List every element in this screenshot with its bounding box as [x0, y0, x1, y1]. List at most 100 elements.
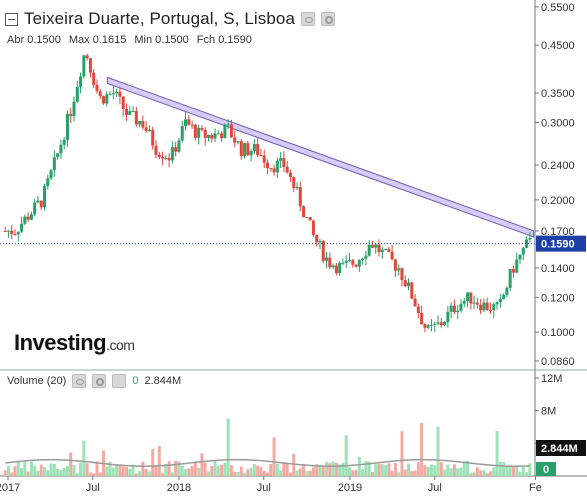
volume-visibility-icon[interactable] — [72, 374, 87, 388]
candle-body — [334, 265, 338, 274]
last-price-badge — [536, 235, 586, 252]
volume-bar — [72, 464, 76, 476]
volume-bar — [334, 462, 338, 476]
candle-body — [243, 143, 247, 156]
candle-body — [75, 86, 79, 102]
candle-body — [423, 324, 427, 328]
volume-tick-label: 12M — [541, 373, 562, 385]
candle-body — [288, 172, 292, 178]
candle-body — [282, 158, 286, 167]
volume-bar — [341, 462, 345, 476]
candle-body — [525, 239, 529, 248]
volume-bar — [121, 466, 125, 476]
volume-bar — [193, 461, 197, 476]
candle-body — [321, 240, 325, 261]
volume-bar — [482, 470, 486, 476]
investing-logo: Investing.com — [14, 330, 135, 355]
candle-body — [210, 135, 214, 139]
candle-body — [82, 55, 86, 77]
volume-bar — [472, 472, 476, 476]
collapse-icon[interactable] — [5, 12, 18, 26]
volume-bar — [446, 464, 450, 476]
volume-bar — [52, 463, 56, 476]
price-tick-label: 0.2400 — [541, 160, 575, 172]
volume-bar — [393, 462, 397, 476]
volume-bar — [305, 471, 309, 476]
candle-body — [341, 262, 345, 264]
price-tick-label: 0.3000 — [541, 117, 575, 129]
volume-bar — [210, 466, 214, 476]
volume-bar — [315, 464, 319, 476]
volume-bar — [82, 440, 86, 476]
candle-body — [187, 119, 191, 125]
candle-body — [144, 127, 148, 132]
last-ma-badge — [536, 462, 556, 476]
volume-bar — [187, 468, 191, 476]
candle-body — [410, 282, 414, 299]
candle-body — [69, 113, 73, 116]
candle-body — [134, 110, 138, 125]
candle-body — [239, 141, 243, 156]
candle-body — [49, 170, 53, 179]
candle-body — [413, 298, 417, 307]
volume-bar — [518, 471, 522, 476]
volume-bar — [39, 464, 43, 476]
volume-bar — [223, 462, 227, 476]
volume-bar — [295, 470, 299, 476]
candle-body — [170, 147, 174, 161]
candle-body — [33, 202, 37, 215]
candle-body — [23, 216, 27, 224]
last-volume-label: 2.844M — [541, 443, 578, 455]
volume-bar — [161, 473, 165, 476]
candle-body — [236, 141, 240, 143]
volume-bar — [108, 461, 112, 476]
volume-bar — [498, 461, 502, 476]
volume-ma-value: 0 — [132, 375, 139, 387]
candle-body — [515, 259, 519, 273]
candle-body — [338, 262, 342, 274]
volume-bar — [16, 460, 20, 476]
volume-bar — [521, 467, 525, 476]
candle-body — [180, 125, 184, 141]
volume-bar — [154, 466, 158, 476]
volume-bar — [184, 469, 188, 476]
volume-bar — [384, 465, 388, 476]
volume-bar — [29, 461, 33, 476]
candle-body — [357, 260, 361, 267]
candle-body — [446, 311, 450, 323]
candle-body — [475, 302, 479, 305]
volume-bar — [515, 465, 519, 476]
candle-body — [13, 234, 17, 236]
settings-icon[interactable] — [321, 12, 336, 26]
volume-bar — [177, 461, 181, 476]
candle-body — [511, 269, 515, 273]
candle-body — [387, 248, 391, 252]
candle-body — [26, 216, 30, 220]
volume-bar — [56, 468, 60, 476]
ohlc-readout: Abr 0.1500 Max 0.1615 Min 0.1500 Fch 0.1… — [7, 34, 252, 46]
last-ma-label: 0 — [543, 464, 549, 476]
candle-body — [6, 230, 10, 232]
volume-bar — [377, 463, 381, 476]
candle-body — [46, 178, 50, 187]
chart-title-bar: Teixeira Duarte, Portugal, S, Lisboa — [5, 8, 336, 30]
volume-bar — [485, 473, 489, 476]
volume-bar — [374, 464, 378, 476]
candle-body — [479, 304, 483, 311]
volume-bar — [256, 465, 260, 476]
price-tick-label: 0.1200 — [541, 292, 575, 304]
visibility-icon[interactable] — [301, 12, 316, 26]
candle-body — [65, 113, 69, 140]
volume-settings-icon[interactable] — [92, 374, 107, 388]
candle-body — [167, 157, 171, 161]
volume-bar — [292, 453, 296, 476]
candle-body — [469, 292, 473, 304]
candle-body — [377, 244, 381, 253]
volume-bar — [439, 462, 443, 476]
volume-bar — [311, 467, 315, 476]
volume-bar — [190, 465, 194, 476]
volume-bar — [420, 423, 424, 476]
chart-title: Teixeira Duarte, Portugal, S, Lisboa — [24, 9, 296, 28]
volume-bar — [511, 466, 515, 476]
volume-close-icon[interactable] — [112, 374, 127, 388]
